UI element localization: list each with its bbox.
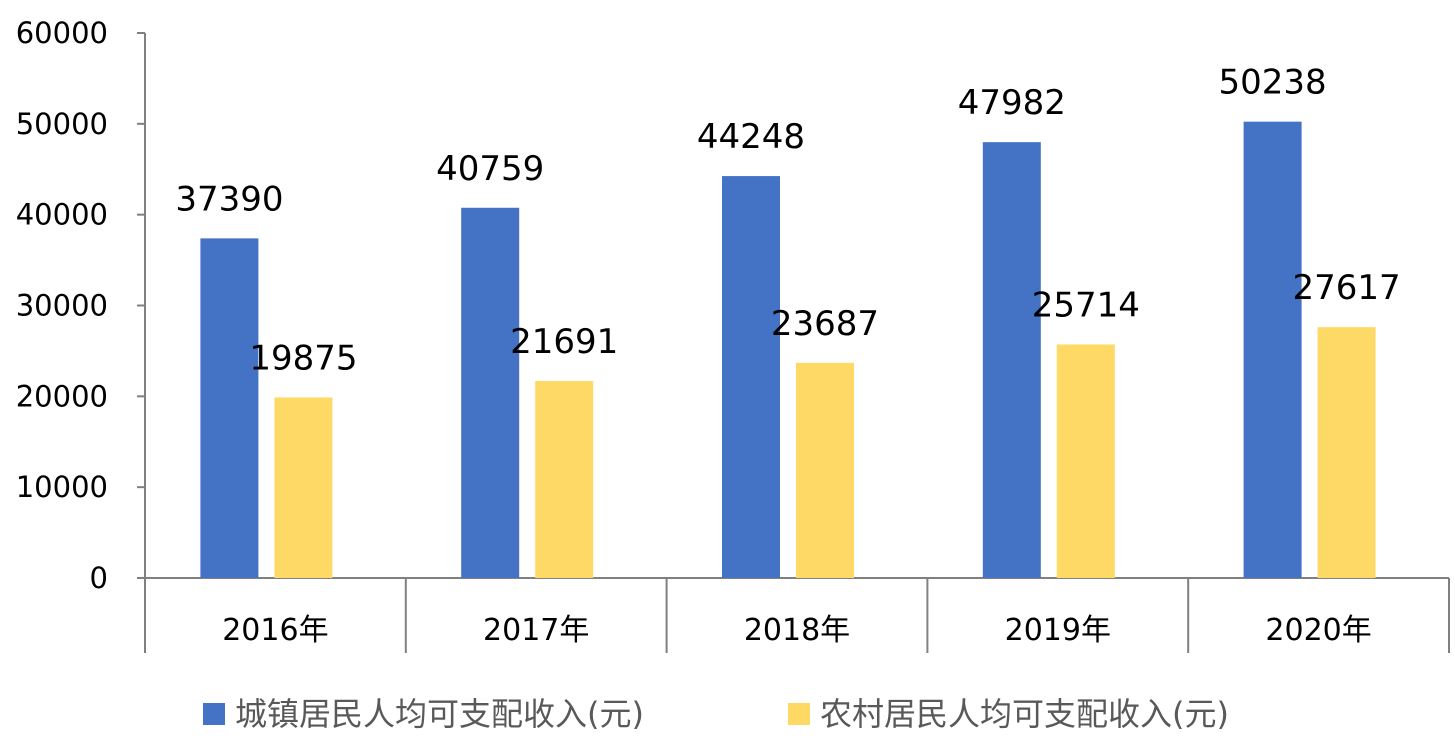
y-tick-label: 30000: [16, 289, 108, 323]
x-tick-label: 2019年: [1005, 613, 1111, 648]
data-label: 44248: [697, 117, 805, 157]
data-label: 23687: [771, 304, 879, 344]
x-tick-label: 2020年: [1265, 613, 1371, 648]
data-label: 37390: [175, 179, 283, 219]
x-tick-label: 2017年: [483, 613, 589, 648]
y-tick-label: 0: [90, 561, 108, 595]
bar: [535, 380, 594, 578]
bar: [1243, 121, 1302, 578]
bar: [1317, 327, 1376, 578]
x-tick-label: 2016年: [222, 613, 328, 648]
y-tick-label: 20000: [16, 379, 108, 413]
bar: [461, 207, 520, 579]
y-tick-label: 40000: [16, 198, 108, 232]
bar: [1056, 344, 1115, 578]
data-label: 25714: [1032, 285, 1140, 325]
bar: [200, 238, 259, 579]
data-label: 27617: [1293, 268, 1401, 308]
bar: [722, 176, 780, 578]
legend-swatch: [788, 703, 810, 725]
data-labels: 37390 40759 44248 47982 50238 19875 21691 23687…: [175, 63, 1400, 379]
data-label: 40759: [436, 149, 544, 189]
legend: 城镇居民人均可支配收入(元) 农村居民人均可支配收入(元): [203, 695, 1229, 733]
data-label: 50238: [1219, 63, 1327, 103]
y-axis: 0 10000 20000 30000 40000 50000 60000: [16, 16, 146, 595]
bar: [982, 142, 1041, 578]
legend-swatch: [203, 703, 225, 725]
data-label: 47982: [958, 83, 1066, 123]
x-axis: 2016年 2017年 2018年 2019年 2020年: [144, 577, 1450, 653]
data-label: 21691: [510, 322, 618, 362]
legend-label: 城镇居民人均可支配收入(元): [235, 695, 644, 733]
bars: [200, 121, 1376, 579]
y-tick-label: 10000: [16, 470, 108, 504]
x-tick-label: 2018年: [744, 613, 850, 648]
bar: [274, 397, 333, 578]
y-tick-label: 50000: [16, 107, 108, 141]
legend-label: 农村居民人均可支配收入(元): [820, 695, 1229, 733]
data-label: 19875: [249, 338, 357, 378]
y-tick-label: 60000: [16, 16, 108, 50]
bar: [796, 362, 854, 578]
